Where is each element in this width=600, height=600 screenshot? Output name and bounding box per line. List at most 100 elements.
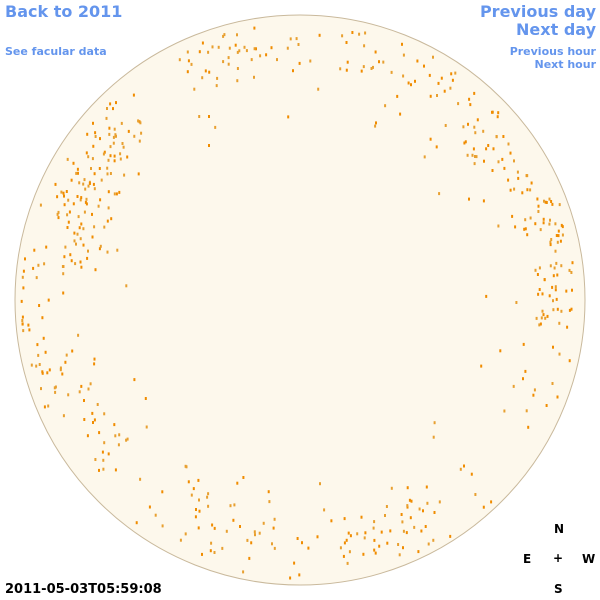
facula: [115, 101, 117, 105]
facula: [127, 129, 130, 133]
facula: [343, 517, 346, 521]
facula: [570, 271, 573, 274]
facula: [137, 119, 140, 123]
facula: [330, 519, 333, 523]
facula: [543, 278, 546, 282]
facula: [356, 532, 359, 536]
facula: [295, 37, 298, 41]
facula: [482, 129, 485, 133]
facula: [242, 476, 245, 479]
facula: [384, 104, 387, 108]
facula: [474, 131, 477, 135]
facula: [109, 102, 112, 106]
facula: [363, 536, 366, 540]
next-hour-link[interactable]: Next hour: [534, 58, 597, 71]
facula: [103, 412, 106, 416]
facula: [194, 515, 197, 519]
facula: [148, 505, 151, 509]
facula: [549, 264, 552, 268]
facula: [207, 492, 210, 496]
facula: [385, 505, 388, 508]
facula: [373, 520, 376, 524]
facula: [552, 308, 555, 312]
facula: [316, 535, 319, 539]
facula: [66, 157, 69, 161]
facula: [560, 264, 563, 268]
facula: [423, 64, 425, 68]
facula: [85, 151, 88, 155]
next-day-link[interactable]: Next day: [516, 20, 596, 39]
facula: [364, 31, 367, 35]
facula: [93, 187, 96, 191]
facula: [125, 438, 128, 442]
back-link[interactable]: Back to 2011: [5, 2, 123, 21]
facula: [497, 224, 500, 228]
facula: [117, 443, 120, 447]
facula: [45, 245, 48, 249]
facula: [48, 368, 51, 372]
facula: [145, 425, 148, 429]
facula: [432, 538, 435, 542]
facula: [526, 188, 529, 192]
facula: [102, 467, 105, 471]
facula: [554, 288, 557, 292]
facula: [92, 144, 95, 148]
facula: [474, 155, 476, 158]
facula: [524, 218, 527, 222]
facula: [485, 294, 488, 298]
facula: [253, 75, 255, 79]
facula: [507, 178, 510, 182]
facula: [184, 532, 187, 536]
facula: [346, 561, 349, 565]
facula: [525, 409, 528, 413]
facula: [402, 74, 405, 78]
facula: [107, 206, 110, 210]
facula: [197, 526, 200, 530]
facula: [126, 155, 129, 159]
facula: [451, 78, 454, 82]
facula: [406, 504, 409, 508]
facula: [238, 49, 241, 53]
facula: [526, 174, 529, 178]
facula: [201, 552, 203, 556]
facula: [77, 171, 79, 175]
facula: [213, 551, 216, 554]
facula: [552, 274, 555, 278]
facula: [539, 228, 542, 232]
facula: [112, 107, 114, 111]
facula: [487, 144, 490, 147]
facula: [565, 289, 568, 293]
facula: [370, 67, 373, 70]
facula: [107, 452, 110, 456]
facula: [80, 265, 83, 269]
facula: [80, 222, 83, 226]
facula: [558, 352, 561, 356]
facula: [556, 395, 559, 399]
facular-data-link[interactable]: See facular data: [5, 45, 107, 58]
facula: [92, 121, 94, 125]
facula: [524, 369, 527, 373]
facula: [471, 153, 474, 157]
facula: [90, 167, 92, 170]
facula: [483, 159, 485, 163]
facula: [96, 403, 99, 406]
facula: [98, 247, 101, 251]
facula: [271, 542, 273, 546]
facula: [526, 233, 529, 237]
previous-hour-link[interactable]: Previous hour: [509, 45, 596, 58]
facula: [99, 198, 102, 202]
facula: [265, 53, 268, 57]
facula: [545, 404, 548, 407]
facula: [267, 490, 270, 494]
facula: [293, 561, 296, 565]
facula: [557, 229, 560, 233]
previous-day-link[interactable]: Previous day: [479, 2, 596, 21]
facula: [549, 243, 552, 247]
facula: [406, 486, 409, 490]
facula: [40, 387, 42, 391]
facula: [472, 147, 475, 151]
facula: [38, 363, 41, 366]
facula: [426, 501, 429, 505]
facula: [348, 550, 351, 554]
